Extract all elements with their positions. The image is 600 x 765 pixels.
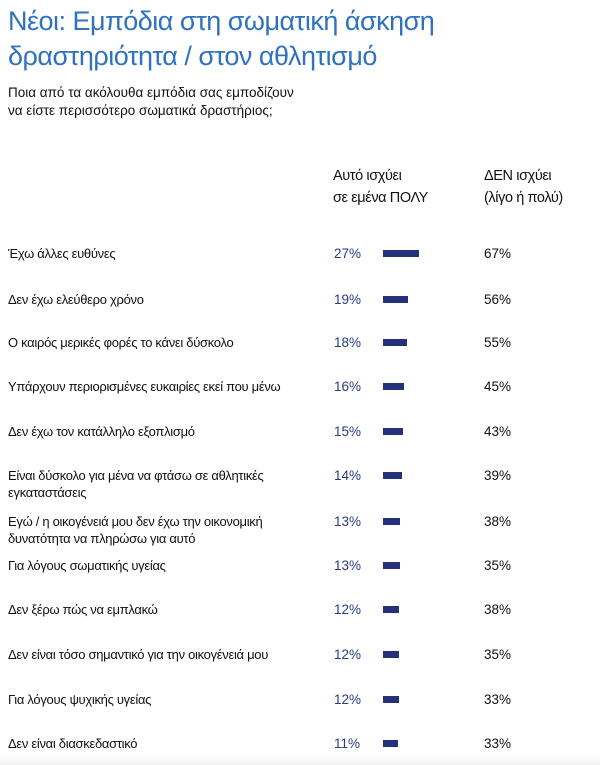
not-applies-value-label: 33% — [484, 692, 512, 707]
applies-bar — [383, 472, 402, 479]
row-label: Δεν έχω ελεύθερο χρόνο — [8, 292, 144, 307]
table-row: Έχω άλλες ευθύνες 27% 67% — [0, 245, 600, 275]
applies-bar — [383, 562, 401, 569]
column-header-line: Αυτό ισχύει — [333, 168, 402, 184]
title-line-2: δραστηριότητα / στον αθλητισμό — [8, 41, 377, 71]
applies-bar — [383, 428, 403, 435]
applies-value-label: 12% — [334, 647, 362, 662]
column-header-not-applies: ΔΕΝ ισχύει (λίγο ή πολύ) — [484, 165, 563, 209]
subtitle-line-1: Ποια από τα ακόλουθα εμπόδια σας εμποδίζ… — [8, 85, 294, 100]
not-applies-value-label: 38% — [484, 602, 512, 617]
table-row: Δεν είναι τόσο σημαντικό για την οικογέν… — [0, 646, 600, 676]
applies-value-label: 12% — [334, 602, 362, 617]
not-applies-value-label: 38% — [484, 514, 512, 529]
column-header-line: ΔΕΝ ισχύει — [484, 168, 552, 184]
column-header-applies: Αυτό ισχύει σε εμένα ΠΟΛΥ — [333, 165, 428, 209]
applies-value-label: 14% — [334, 468, 362, 483]
not-applies-value-label: 35% — [484, 647, 512, 662]
table-row: Για λόγους ψυχικής υγείας 12% 33% — [0, 691, 600, 721]
row-label: Δεν ξέρω πώς να εμπλακώ — [8, 602, 158, 617]
applies-bar — [383, 696, 399, 703]
applies-value-label: 12% — [334, 692, 362, 707]
applies-value-label: 19% — [334, 292, 362, 307]
applies-value-label: 27% — [334, 246, 362, 261]
row-label: Είναι δύσκολο για μένα να φτάσω σε αθλητ… — [8, 468, 264, 500]
chart-subtitle: Ποια από τα ακόλουθα εμπόδια σας εμποδίζ… — [8, 84, 294, 120]
row-label: Εγώ / η οικογένειά μου δεν έχω την οικον… — [8, 514, 263, 546]
applies-bar — [383, 250, 419, 257]
applies-bar — [383, 383, 405, 390]
column-header-line: (λίγο ή πολύ) — [484, 190, 563, 206]
not-applies-value-label: 67% — [484, 246, 512, 261]
bottom-fade — [0, 753, 600, 765]
applies-value-label: 15% — [334, 424, 362, 439]
applies-bar — [383, 296, 409, 303]
applies-bar — [383, 651, 399, 658]
not-applies-value-label: 43% — [484, 424, 512, 439]
applies-value-label: 16% — [334, 379, 362, 394]
applies-bar — [383, 339, 407, 346]
not-applies-value-label: 33% — [484, 736, 512, 751]
row-label: Υπάρχουν περιορισμένες ευκαιρίες εκεί πο… — [8, 379, 281, 394]
table-row: Δεν έχω ελεύθερο χρόνο 19% 56% — [0, 291, 600, 321]
applies-value-label: 11% — [334, 736, 361, 751]
applies-value-label: 13% — [334, 558, 362, 573]
subtitle-line-2: να είστε περισσότερο σωματικά δραστήριος… — [8, 103, 273, 118]
table-row: Για λόγους σωματικής υγείας 13% 35% — [0, 557, 600, 587]
table-row: Υπάρχουν περιορισμένες ευκαιρίες εκεί πο… — [0, 378, 600, 408]
table-row: Ο καιρός μερικές φορές το κάνει δύσκολο 1… — [0, 334, 600, 364]
row-label: Δεν είναι διασκεδαστικό — [8, 736, 138, 751]
row-label: Για λόγους σωματικής υγείας — [8, 558, 166, 573]
not-applies-value-label: 56% — [484, 292, 512, 307]
applies-value-label: 13% — [334, 514, 362, 529]
chart-title: Νέοι: Εμπόδια στη σωματική άσκηση δραστη… — [8, 4, 435, 74]
applies-bar — [383, 518, 401, 525]
not-applies-value-label: 35% — [484, 558, 512, 573]
row-label: Ο καιρός μερικές φορές το κάνει δύσκολο — [8, 335, 234, 350]
table-row: Δεν ξέρω πώς να εμπλακώ 12% 38% — [0, 601, 600, 631]
table-row: Είναι δύσκολο για μένα να φτάσω σε αθλητ… — [0, 467, 600, 500]
applies-value-label: 18% — [334, 335, 362, 350]
not-applies-value-label: 45% — [484, 379, 512, 394]
table-row: Εγώ / η οικογένειά μου δεν έχω την οικον… — [0, 513, 600, 546]
applies-bar — [383, 606, 399, 613]
not-applies-value-label: 39% — [484, 468, 512, 483]
row-label: Δεν έχω τον κατάλληλο εξοπλισμό — [8, 424, 195, 439]
column-header-line: σε εμένα ΠΟΛΥ — [333, 190, 428, 206]
table-row: Δεν είναι διασκεδαστικό 11% 33% — [0, 735, 600, 765]
title-line-1: Νέοι: Εμπόδια στη σωματική άσκηση — [8, 6, 435, 36]
applies-bar — [383, 740, 398, 747]
row-label: Έχω άλλες ευθύνες — [8, 246, 116, 261]
not-applies-value-label: 55% — [484, 335, 512, 350]
row-label: Δεν είναι τόσο σημαντικό για την οικογέν… — [8, 647, 269, 662]
row-label: Για λόγους ψυχικής υγείας — [8, 692, 152, 707]
table-row: Δεν έχω τον κατάλληλο εξοπλισμό 15% 43% — [0, 423, 600, 453]
